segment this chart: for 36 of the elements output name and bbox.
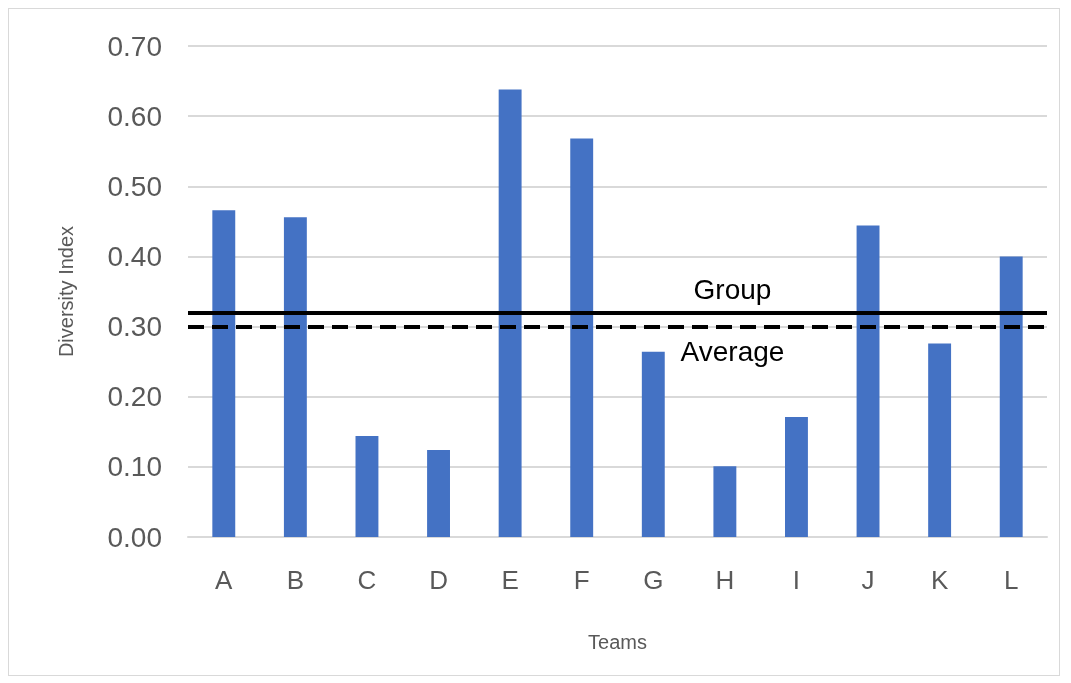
x-tick-label: L — [1003, 565, 1019, 595]
y-tick-label: 0.70 — [107, 30, 162, 62]
bar — [212, 210, 236, 537]
x-tick-label: C — [357, 565, 377, 595]
bar — [999, 256, 1023, 537]
x-axis-title: Teams — [588, 631, 647, 653]
x-tick-label: A — [215, 565, 234, 595]
x-tick-label: G — [643, 565, 664, 595]
y-tick-label: 0.60 — [107, 100, 162, 132]
bar — [570, 138, 594, 537]
x-tick-label: K — [930, 565, 949, 595]
bar — [427, 450, 450, 537]
y-tick-label: 0.10 — [107, 451, 162, 483]
x-tick-label: F — [573, 565, 590, 595]
y-tick-label: 0.30 — [107, 311, 162, 343]
ref-line-label: Group — [693, 274, 772, 306]
x-tick-label: J — [861, 565, 875, 595]
bar — [713, 466, 737, 537]
bar — [785, 417, 808, 537]
bar — [928, 343, 952, 537]
y-axis-title: Diversity Index — [55, 225, 77, 358]
x-tick-label: E — [501, 565, 519, 595]
ref-line-label: Average — [680, 336, 785, 368]
y-tick-label: 0.00 — [107, 521, 162, 553]
y-tick-label: 0.50 — [107, 170, 162, 202]
x-tick-label: H — [715, 565, 735, 595]
y-tick-label: 0.20 — [107, 381, 162, 413]
y-tick-label: 0.40 — [107, 240, 162, 272]
bar — [856, 225, 880, 537]
bar — [498, 89, 522, 537]
x-tick-label: D — [429, 565, 448, 595]
x-tick-label: B — [286, 565, 305, 595]
bar — [641, 351, 665, 537]
bar — [355, 435, 379, 537]
bar — [283, 217, 307, 537]
x-tick-label: I — [792, 565, 801, 595]
